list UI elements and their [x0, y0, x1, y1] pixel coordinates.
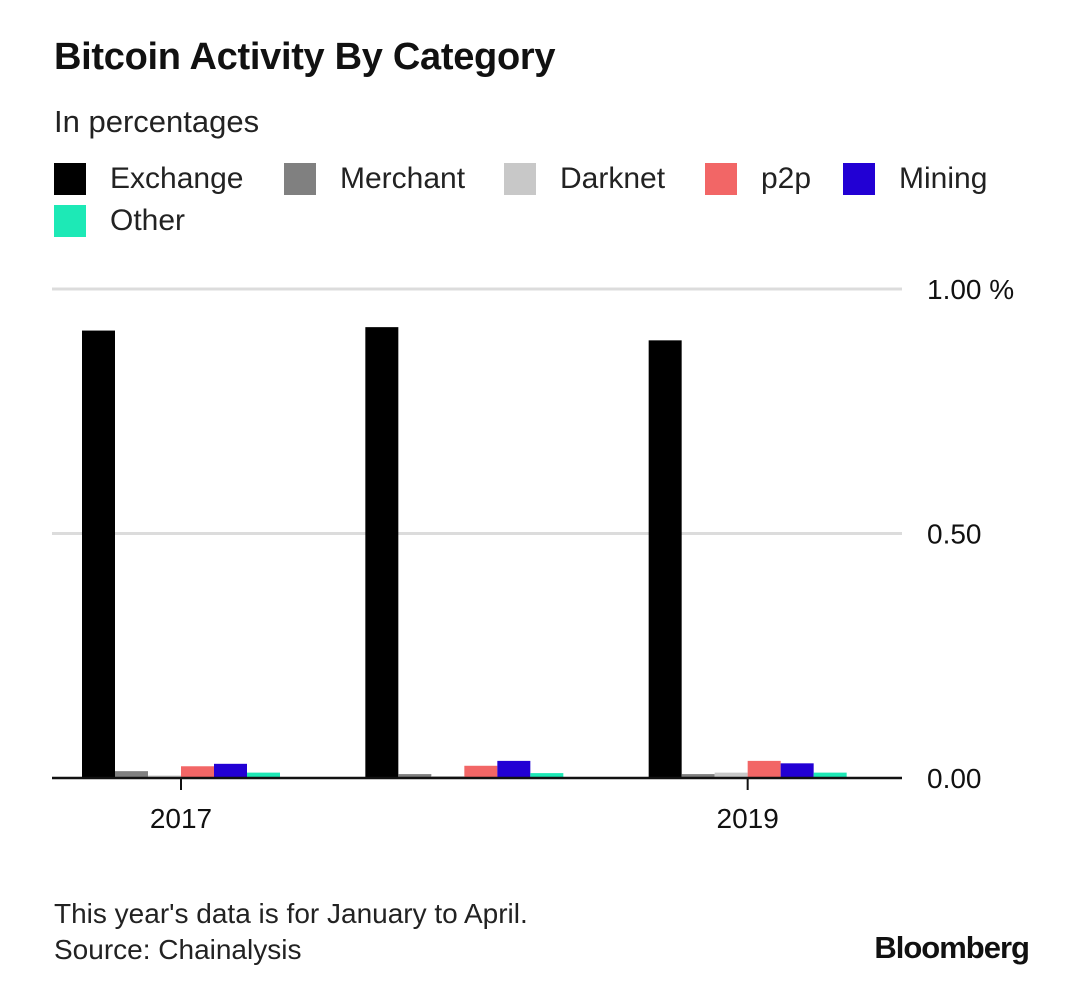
bar-mining-2017 — [214, 763, 247, 778]
y-tick-label: 0.00 — [927, 763, 982, 794]
bar-exchange-2019 — [648, 340, 682, 778]
bar-merchant-2019 — [681, 774, 715, 778]
legend-label-darknet: Darknet — [560, 162, 666, 195]
legend-item-mining: Mining — [843, 162, 987, 196]
y-tick-label: 0.50 — [927, 519, 982, 550]
x-tick-label: 2017 — [150, 803, 212, 834]
bloomberg-logo: Bloomberg — [874, 930, 1030, 965]
bar-darknet-2019 — [714, 772, 748, 778]
legend-item-other: Other — [54, 204, 185, 238]
legend-label-mining: Mining — [899, 162, 988, 195]
bar-exchange-2018 — [365, 327, 399, 778]
legend-swatch-p2p — [705, 163, 737, 195]
bar-merchant-2017 — [115, 771, 148, 778]
chart-title: Bitcoin Activity By Category — [54, 36, 556, 78]
bar-exchange-2017 — [82, 330, 115, 778]
legend-label-other: Other — [110, 204, 186, 237]
legend-swatch-merchant — [284, 163, 316, 195]
chart-footer: This year's data is for January to April… — [54, 896, 528, 968]
footnote: This year's data is for January to April… — [54, 898, 528, 929]
legend-swatch-darknet — [504, 163, 536, 195]
x-tick-label: 2019 — [717, 803, 779, 834]
legend-item-darknet: Darknet — [504, 162, 665, 196]
bar-other-2017 — [247, 772, 280, 778]
bar-p2p-2018 — [464, 765, 498, 778]
bar-mining-2018 — [497, 760, 531, 778]
chart-subtitle: In percentages — [54, 104, 260, 139]
source-note: Source: Chainalysis — [54, 934, 302, 965]
bar-merchant-2018 — [398, 774, 432, 778]
bar-mining-2019 — [780, 763, 814, 778]
legend-swatch-mining — [843, 163, 875, 195]
bar-p2p-2019 — [747, 760, 781, 778]
bar-p2p-2017 — [181, 766, 214, 778]
legend-label-p2p: p2p — [761, 162, 812, 195]
legend-label-exchange: Exchange — [110, 162, 244, 195]
y-tick-label: 1.00 % — [927, 274, 1014, 305]
bar-other-2018 — [530, 773, 564, 778]
legend-item-exchange: Exchange — [54, 162, 243, 196]
bar-chart: 1.00 % 0.50 0.00 2017 2019 — [52, 274, 1014, 834]
bar-other-2019 — [813, 772, 847, 778]
legend-label-merchant: Merchant — [340, 162, 466, 195]
legend-swatch-exchange — [54, 163, 86, 195]
legend-item-p2p: p2p — [705, 162, 811, 196]
legend-swatch-other — [54, 205, 86, 237]
legend-item-merchant: Merchant — [284, 162, 465, 196]
